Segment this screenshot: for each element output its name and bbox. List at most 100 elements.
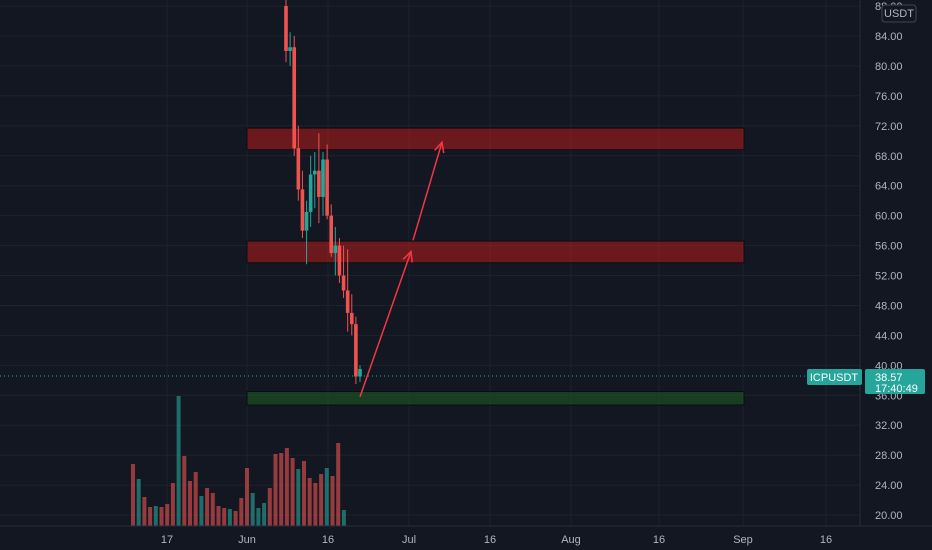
- candle-body: [284, 6, 288, 51]
- volume-bar: [313, 483, 318, 526]
- arrow-head: [434, 140, 445, 154]
- volume-bar: [233, 511, 238, 526]
- volume-bar: [267, 488, 272, 526]
- volume-bars: [131, 396, 346, 526]
- candle-body: [321, 159, 325, 197]
- y-tick-label: 76.00: [875, 91, 903, 103]
- candle-body: [349, 312, 354, 325]
- y-tick-label: 72.00: [875, 121, 903, 133]
- candle-body: [308, 174, 313, 212]
- candle-body: [333, 245, 338, 254]
- volume-bar: [341, 510, 346, 526]
- x-tick-label: Jul: [402, 534, 416, 546]
- candle-body: [304, 211, 309, 231]
- volume-bar: [182, 456, 187, 526]
- resistance-zone: [246, 240, 745, 264]
- x-tick-label: 16: [322, 534, 334, 546]
- x-tick-label: Sep: [733, 534, 753, 546]
- candle-body: [337, 245, 342, 276]
- volume-bar: [142, 497, 147, 526]
- last-price-label: 38.57: [875, 372, 903, 384]
- volume-bar: [284, 448, 289, 526]
- volume-bar: [188, 481, 192, 526]
- candle-body: [312, 170, 317, 175]
- candle-body: [325, 159, 329, 216]
- volume-bar: [148, 507, 153, 526]
- y-tick-label: 44.00: [875, 330, 903, 342]
- volume-bar: [296, 469, 301, 526]
- currency-label: USDT: [884, 8, 914, 20]
- volume-bar: [131, 464, 135, 526]
- volume-bar: [262, 503, 267, 526]
- volume-bar: [222, 508, 227, 526]
- volume-bar: [176, 396, 181, 526]
- y-tick-label: 60.00: [875, 211, 903, 223]
- volume-bar: [199, 496, 204, 526]
- y-tick-label: 24.00: [875, 480, 903, 492]
- x-tick-label: 17: [161, 534, 173, 546]
- zone-rectangles[interactable]: [246, 127, 745, 406]
- volume-bar: [273, 454, 278, 526]
- candle-body: [354, 324, 358, 377]
- x-tick-label: Aug: [561, 534, 581, 546]
- arrow-shaft: [359, 251, 412, 397]
- symbol-price-badge[interactable]: ICPUSDT 38.57 17:40:49: [807, 369, 925, 395]
- volume-bar: [239, 498, 244, 526]
- y-tick-label: 64.00: [875, 181, 903, 193]
- arrow-shaft: [412, 142, 443, 241]
- volume-bar: [136, 479, 141, 526]
- candle-body: [358, 369, 362, 377]
- y-tick-label: 56.00: [875, 241, 903, 253]
- volume-bar: [256, 508, 261, 526]
- volume-bar: [205, 488, 210, 526]
- countdown-label: 17:40:49: [875, 383, 918, 395]
- arrow-head: [402, 249, 413, 263]
- volume-bar: [193, 472, 198, 526]
- volume-bar: [159, 507, 164, 526]
- volume-bar: [302, 461, 306, 526]
- x-tick-label: Jun: [238, 534, 256, 546]
- volume-bar: [153, 506, 158, 526]
- candle-body: [329, 215, 334, 254]
- volume-bar: [216, 506, 221, 526]
- time-axis[interactable]: 17 Jun 16 Jul 16 Aug 16 Sep 16: [0, 525, 932, 546]
- candlesticks: [284, 0, 362, 385]
- y-tick-label: 68.00: [875, 151, 903, 163]
- volume-bar: [290, 458, 295, 526]
- x-tick-label: 16: [484, 534, 496, 546]
- candle-body: [317, 170, 321, 197]
- volume-bar: [307, 478, 312, 526]
- volume-bar: [245, 468, 249, 526]
- symbol-label: ICPUSDT: [810, 372, 859, 384]
- x-tick-label: 16: [820, 534, 832, 546]
- y-tick-label: 84.00: [875, 31, 903, 43]
- y-tick-label: 32.00: [875, 420, 903, 432]
- volume-bar: [279, 453, 284, 526]
- trend-arrows[interactable]: [359, 140, 445, 397]
- y-tick-label: 28.00: [875, 450, 903, 462]
- volume-bar: [330, 476, 335, 526]
- y-tick-label: 20.00: [875, 510, 903, 522]
- price-axis[interactable]: 20.0024.0028.0032.0036.0040.0044.0048.00…: [859, 0, 903, 526]
- candle-body: [300, 189, 305, 231]
- candle-body: [345, 290, 350, 313]
- volume-bar: [165, 504, 170, 526]
- volume-bar: [170, 483, 175, 526]
- volume-bar: [250, 493, 255, 526]
- volume-bar: [227, 509, 232, 526]
- volume-bar: [210, 493, 215, 526]
- candle-body: [292, 47, 297, 149]
- volume-bar: [324, 468, 329, 526]
- y-tick-label: 52.00: [875, 271, 903, 283]
- candle-body: [288, 47, 292, 51]
- candle-body: [341, 275, 346, 291]
- volume-bar: [319, 474, 324, 526]
- y-tick-label: 48.00: [875, 300, 903, 312]
- currency-badge[interactable]: USDT: [881, 4, 917, 23]
- x-tick-label: 16: [653, 534, 665, 546]
- support-zone: [246, 391, 745, 406]
- volume-bar: [336, 443, 341, 526]
- resistance-zone: [246, 127, 745, 151]
- y-tick-label: 80.00: [875, 61, 903, 73]
